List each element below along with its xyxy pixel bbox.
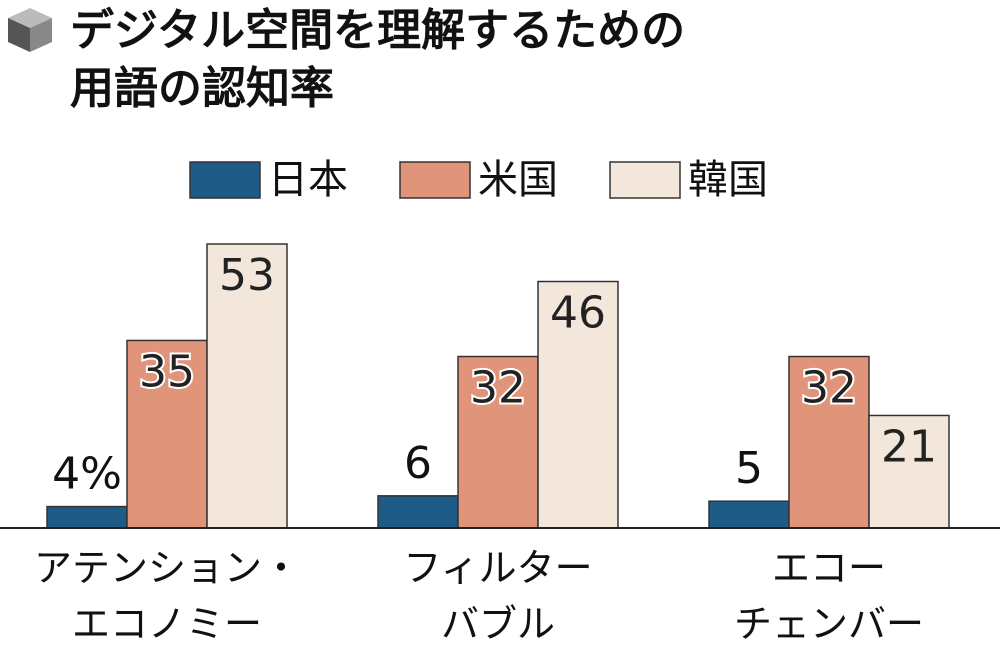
data-label: 53: [219, 250, 275, 301]
data-label: 6: [404, 438, 432, 489]
x-tick-label: エコー チェンバー: [733, 546, 924, 646]
data-label: 46: [550, 288, 606, 339]
bar: [708, 500, 790, 529]
bar: [537, 280, 619, 529]
chart-title: デジタル空間を理解するための 用語の認知率: [70, 5, 686, 114]
x-tick-label: フィルター バブル: [403, 546, 593, 646]
data-label: 5: [735, 443, 763, 494]
data-label: 21: [881, 421, 937, 472]
data-label: 35: [139, 346, 195, 397]
x-tick-label: アテンション・ エコノミー: [33, 546, 300, 646]
bar: [377, 495, 459, 529]
legend-swatch: [609, 161, 681, 199]
bar: [206, 243, 288, 529]
legend-label: 米国: [478, 157, 558, 203]
legend-label: 韓国: [688, 157, 768, 203]
legend-swatch: [189, 161, 261, 199]
bar: [457, 355, 539, 529]
bar: [788, 355, 870, 529]
data-label: 4%: [52, 449, 122, 500]
title-icon: [8, 8, 52, 52]
legend-label: 日本: [268, 157, 348, 203]
data-label: 32: [801, 363, 857, 414]
bar: [46, 505, 128, 529]
legend-swatch: [399, 161, 471, 199]
data-label: 32: [470, 363, 526, 414]
bar: [868, 414, 950, 529]
